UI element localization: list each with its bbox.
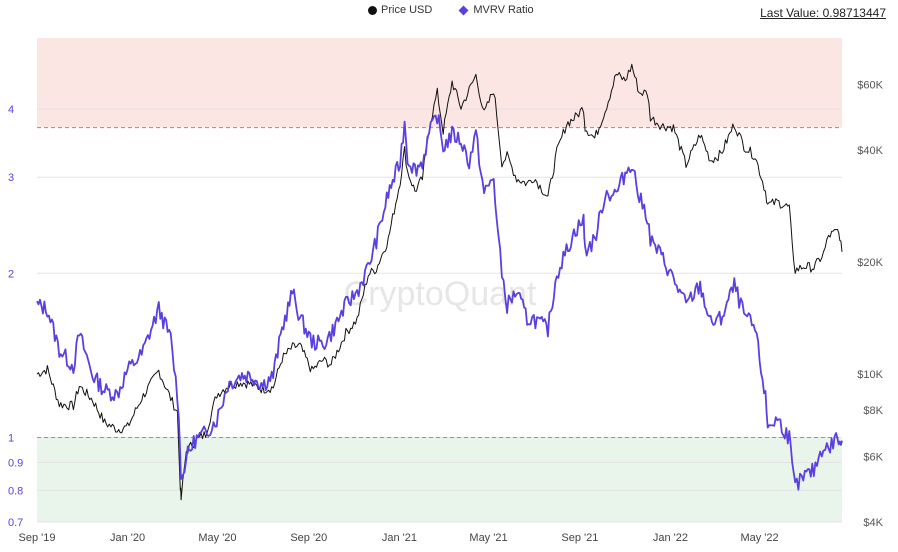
left-axis-tick-label: 0.8 [8,485,23,497]
x-axis-tick-label: Jan '20 [110,532,145,544]
legend-item-price[interactable]: Price USD [368,4,432,16]
right-axis-tick-label: $4K [863,517,883,529]
legend-mvrv-label: MVRV Ratio [473,4,534,16]
right-axis-tick-label: $40K [857,145,883,157]
right-axis-tick-label: $8K [863,405,883,417]
undervalued-zone [37,437,842,522]
left-axis-tick-label: 4 [8,104,14,116]
mvrv-ratio-line [36,114,843,491]
left-axis-tick-label: 3 [8,172,14,184]
legend-price-label: Price USD [381,4,433,16]
right-axis-tick-label: $6K [863,451,883,463]
right-axis-tick-label: $10K [857,369,883,381]
last-value-readout: Last Value: 0.98713447 [760,6,886,20]
left-axis-tick-label: 0.7 [8,517,23,529]
legend-item-mvrv[interactable]: MVRV Ratio [458,4,534,16]
x-axis-tick-label: Jan '21 [382,532,417,544]
x-axis-tick-label: Sep '20 [290,532,327,544]
x-axis-tick-label: May '20 [198,532,236,544]
price-series-dot-icon [368,5,377,15]
right-axis-tick-label: $20K [857,257,883,269]
overvalued-zone [37,38,842,128]
x-axis-tick-label: Sep '21 [561,532,598,544]
chart-legend: Price USD MVRV Ratio [368,4,534,16]
right-axis-tick-label: $60K [857,79,883,91]
left-axis-tick-label: 2 [8,268,14,280]
left-axis-tick-label: 0.9 [8,457,23,469]
x-axis-tick-label: Jan '22 [653,532,688,544]
price-usd-line [36,63,843,501]
x-axis-tick-label: May '22 [740,532,778,544]
left-axis-tick-label: 1 [8,433,14,445]
x-axis-tick-label: May '21 [469,532,507,544]
x-axis-tick-label: Sep '19 [19,532,56,544]
